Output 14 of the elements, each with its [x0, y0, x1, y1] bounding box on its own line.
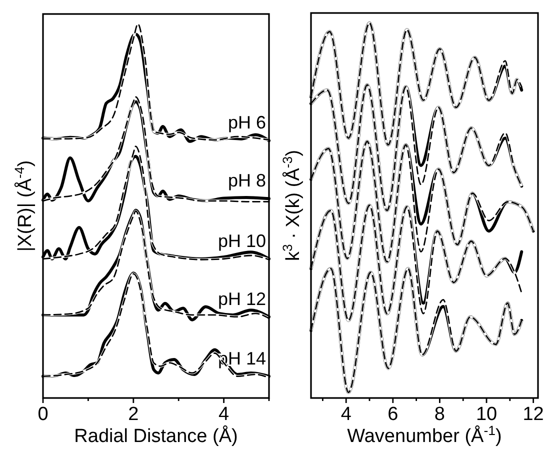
x-axis-title: Wavenumber (Å$^{-1}$) [347, 422, 502, 447]
x-tick-label: 2 [128, 404, 139, 425]
x-axis-title: Radial Distance (Å) [74, 425, 238, 447]
x-tick-label: 6 [388, 404, 398, 425]
series-label: pH 8 [228, 170, 266, 191]
series-label: pH 6 [228, 112, 266, 133]
series-label: pH 10 [218, 230, 266, 251]
x-tick-label: 4 [218, 404, 230, 425]
series-label: pH 12 [218, 288, 266, 309]
x-tick-label: 12 [522, 404, 544, 425]
x-tick-label: 10 [476, 404, 498, 425]
x-tick-label: 0 [38, 404, 48, 425]
x-tick-label: 8 [434, 404, 445, 425]
x-tick-label: 4 [340, 404, 352, 425]
